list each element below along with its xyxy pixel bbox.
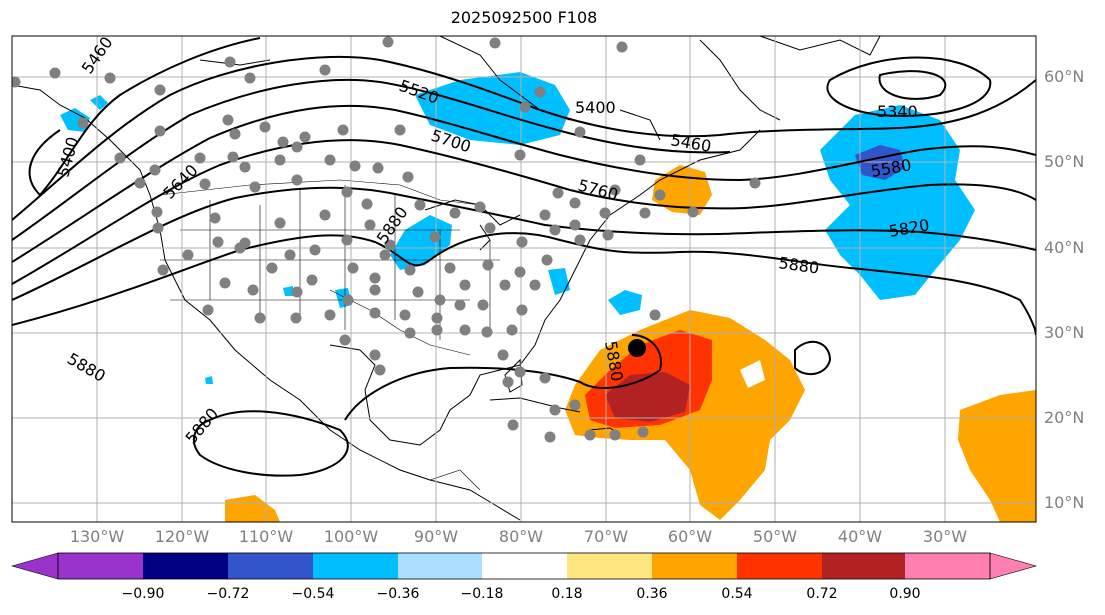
contour-label: 5880: [777, 253, 820, 277]
colorbar-tick-label: 0.18: [551, 586, 583, 602]
lon-label-50w: 50°W: [752, 527, 798, 546]
colorbar-extend-right: [989, 552, 1038, 580]
lon-label-90w: 90°W: [413, 527, 459, 546]
lat-lon-grid: [12, 36, 1036, 522]
colorbar-tick-label: 0.36: [636, 586, 668, 602]
lon-label-40w: 40°W: [837, 527, 883, 546]
lon-label-110w: 110°W: [238, 527, 294, 546]
lon-label-60w: 60°W: [667, 527, 713, 546]
map-title: 2025092500 F108: [450, 8, 598, 27]
colorbar-segment: [905, 553, 990, 579]
lat-label-30n: 30°N: [1044, 323, 1085, 342]
height-contours: [12, 37, 1036, 477]
contour-label: 5340: [877, 102, 918, 121]
station-dots: [12, 36, 761, 443]
lon-label-70w: 70°W: [583, 527, 629, 546]
colorbar-segment: [398, 553, 482, 579]
colorbar-tick-label: −0.36: [376, 586, 420, 602]
colorbar-segment: [143, 553, 228, 579]
contour-label: 5400: [575, 98, 616, 117]
colorbar-tick-label: −0.54: [291, 586, 335, 602]
colorbar-tick-label: −0.90: [121, 586, 165, 602]
colorbar-segment: [482, 553, 567, 579]
lon-label-120w: 120°W: [154, 527, 210, 546]
lon-label-30w: 30°W: [922, 527, 968, 546]
colorbar-tick-label: −0.18: [460, 586, 504, 602]
lon-label-130w: 130°W: [69, 527, 125, 546]
colorbar-segment: [737, 553, 822, 579]
colorbar-tick-label: −0.72: [206, 586, 250, 602]
colorbar-tick-label: 0.54: [721, 586, 753, 602]
colorbar-segment: [228, 553, 313, 579]
colorbar-segment: [58, 553, 143, 579]
contour-label: 5760: [576, 176, 620, 205]
colorbar-tick-label: 0.90: [889, 586, 921, 602]
colorbar-tick-label: 0.72: [806, 586, 838, 602]
colorbar-segment: [567, 553, 652, 579]
lat-label-20n: 20°N: [1044, 408, 1085, 427]
lon-label-80w: 80°W: [498, 527, 544, 546]
lat-label-10n: 10°N: [1044, 493, 1085, 512]
lon-label-100w: 100°W: [323, 527, 379, 546]
lat-label-50n: 50°N: [1044, 152, 1085, 171]
colorbar-extend-left: [10, 552, 59, 580]
political-borders: [159, 179, 500, 491]
map-border: [11, 35, 1037, 523]
contour-label: 5400: [54, 135, 83, 179]
contour-label: 5460: [78, 33, 117, 77]
contour-label: 5880: [182, 404, 223, 447]
contour-label: 5880: [64, 349, 109, 386]
lat-label-40n: 40°N: [1044, 238, 1085, 257]
colorbar-segment: [822, 553, 905, 579]
colorbar: [10, 552, 1038, 580]
colorbar-segment: [313, 553, 398, 579]
colorbar-segment: [652, 553, 737, 579]
contour-label: 5640: [159, 161, 201, 203]
lat-label-60n: 60°N: [1044, 67, 1085, 86]
storm-center-marker: [628, 339, 646, 357]
